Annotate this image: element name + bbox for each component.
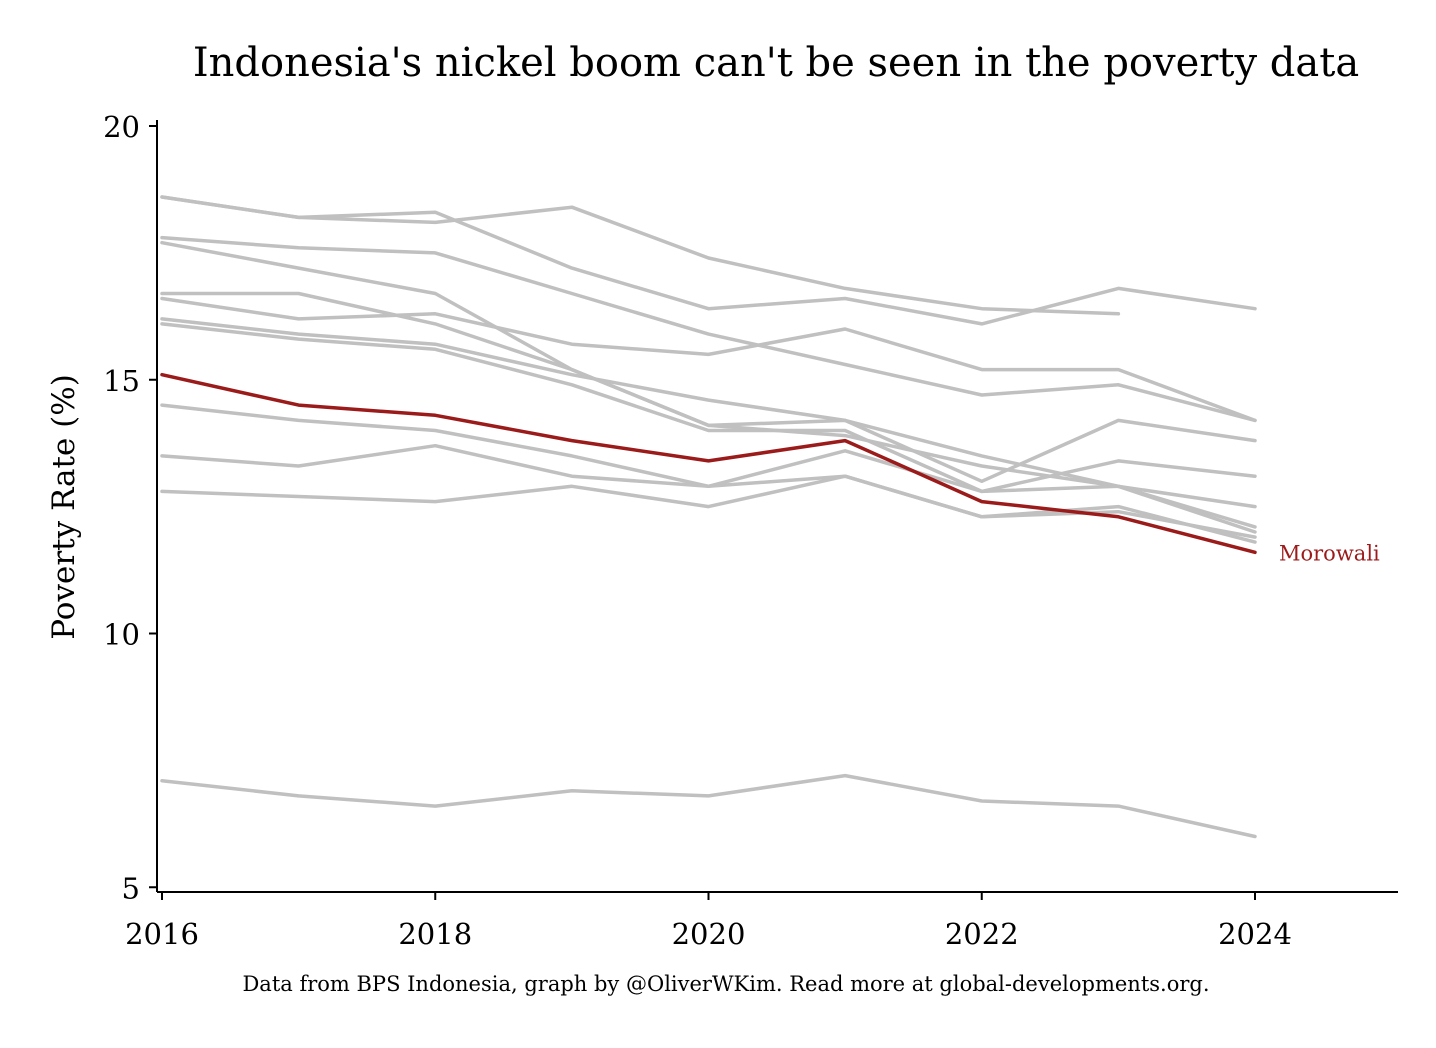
series-line-7: [160, 317, 1257, 529]
x-tick-label: 2022: [945, 917, 1019, 951]
series-line-5: [160, 291, 1257, 484]
series-line-12: [160, 773, 1257, 839]
x-tick-label: 2024: [1218, 917, 1292, 951]
series-line-3: [160, 235, 1257, 423]
series-line-highlight: [160, 372, 1257, 555]
y-tick-label: 10: [103, 618, 140, 652]
series-layer: Morowali: [160, 195, 1380, 839]
series-line-8: [160, 322, 1257, 534]
chart-title: Indonesia's nickel boom can't be seen in…: [193, 40, 1359, 86]
x-tick-label: 2016: [125, 917, 199, 951]
chart-caption: Data from BPS Indonesia, graph by @Olive…: [242, 972, 1209, 996]
y-tick-label: 5: [122, 871, 140, 905]
x-tick-label: 2018: [398, 917, 472, 951]
series-line-6: [160, 296, 1257, 423]
series-line-2: [160, 195, 1257, 326]
x-axis-ticks: 2016 2018 2020 2022 2024: [125, 892, 1292, 951]
y-tick-label: 20: [103, 110, 140, 144]
y-axis-title: Poverty Rate (%): [46, 374, 82, 640]
x-tick-label: 2020: [672, 917, 746, 951]
series-label-highlight: Morowali: [1279, 541, 1380, 565]
y-axis-ticks: 5 10 15 20: [103, 110, 157, 905]
y-tick-label: 15: [103, 364, 140, 398]
